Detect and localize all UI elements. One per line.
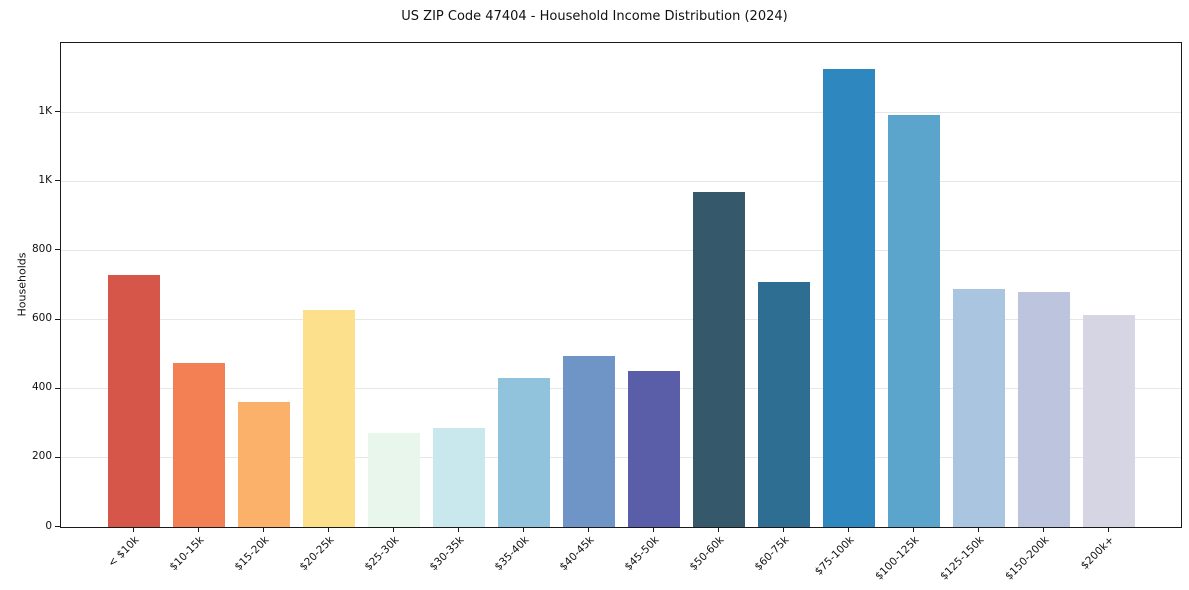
y-tick-label: 200 (31, 450, 52, 463)
plot-area (60, 42, 1182, 528)
bar-$30-35k (432, 428, 485, 527)
bar-slot (881, 43, 946, 527)
gridline (61, 111, 1181, 113)
bar-slot (621, 43, 686, 527)
y-tick-mark (55, 318, 60, 320)
x-tick-mark (1042, 527, 1044, 532)
bar-$150-200k (1017, 292, 1070, 527)
bar-$15-20k (237, 402, 290, 527)
chart-title: US ZIP Code 47404 - Household Income Dis… (401, 9, 788, 24)
bar-$60-75k (757, 282, 810, 527)
y-tick-label: 0 (45, 519, 52, 532)
x-tick-mark (1107, 527, 1109, 532)
x-tick-mark (262, 527, 264, 532)
bar-$25-30k (367, 433, 420, 527)
x-tick-mark (847, 527, 849, 532)
bar-$50-60k (692, 192, 745, 527)
x-tick-mark (587, 527, 589, 532)
bars (101, 43, 1141, 527)
bar-slot (166, 43, 231, 527)
bar-slot (101, 43, 166, 527)
bar-slot (686, 43, 751, 527)
x-tick-mark (652, 527, 654, 532)
bar-slot (1076, 43, 1141, 527)
bar-$75-100k (822, 69, 875, 527)
bar-$200k+ (1082, 315, 1135, 527)
gridline (61, 180, 1181, 182)
bar-slot (1011, 43, 1076, 527)
y-tick-label: 1K (38, 173, 52, 186)
y-tick-mark (55, 526, 60, 527)
bar-$125-150k (952, 289, 1005, 527)
gridline (61, 249, 1181, 251)
x-tick-mark (782, 527, 784, 532)
x-tick-mark (457, 527, 459, 532)
bar-slot (556, 43, 621, 527)
y-tick-mark (55, 111, 60, 113)
y-tick-mark (55, 456, 60, 458)
bar-slot (361, 43, 426, 527)
bar-slot (816, 43, 881, 527)
bar-$40-45k (562, 356, 615, 527)
bar-$10-15k (172, 363, 225, 527)
x-tick-mark (522, 527, 524, 532)
x-tick-mark (717, 527, 719, 532)
x-tick-mark (977, 527, 979, 532)
bar-$20-25k (302, 310, 355, 527)
y-tick-label: 800 (31, 242, 52, 255)
bar-$100-125k (887, 115, 940, 527)
bar-slot (491, 43, 556, 527)
bar-$45-50k (627, 371, 680, 527)
bar-slot (426, 43, 491, 527)
gridline (61, 388, 1181, 390)
y-tick-label: 1K (38, 104, 52, 117)
bar-slot (296, 43, 361, 527)
bar-slot (231, 43, 296, 527)
x-tick-mark (132, 527, 134, 532)
x-tick-mark (327, 527, 329, 532)
y-tick-label: 400 (31, 381, 52, 394)
x-tick-label: < $10k (105, 534, 141, 570)
bar-slot (946, 43, 1011, 527)
gridline (61, 457, 1181, 459)
y-tick-label: 600 (31, 312, 52, 325)
x-tick-mark (392, 527, 394, 532)
y-tick-mark (55, 387, 60, 389)
bar-slot (751, 43, 816, 527)
gridline (61, 319, 1181, 321)
bar-$35-40k (497, 378, 550, 527)
x-tick-mark (197, 527, 199, 532)
y-tick-mark (55, 180, 60, 182)
x-tick-mark (912, 527, 914, 532)
bar-< $10k (107, 275, 160, 527)
y-tick-mark (55, 249, 60, 251)
